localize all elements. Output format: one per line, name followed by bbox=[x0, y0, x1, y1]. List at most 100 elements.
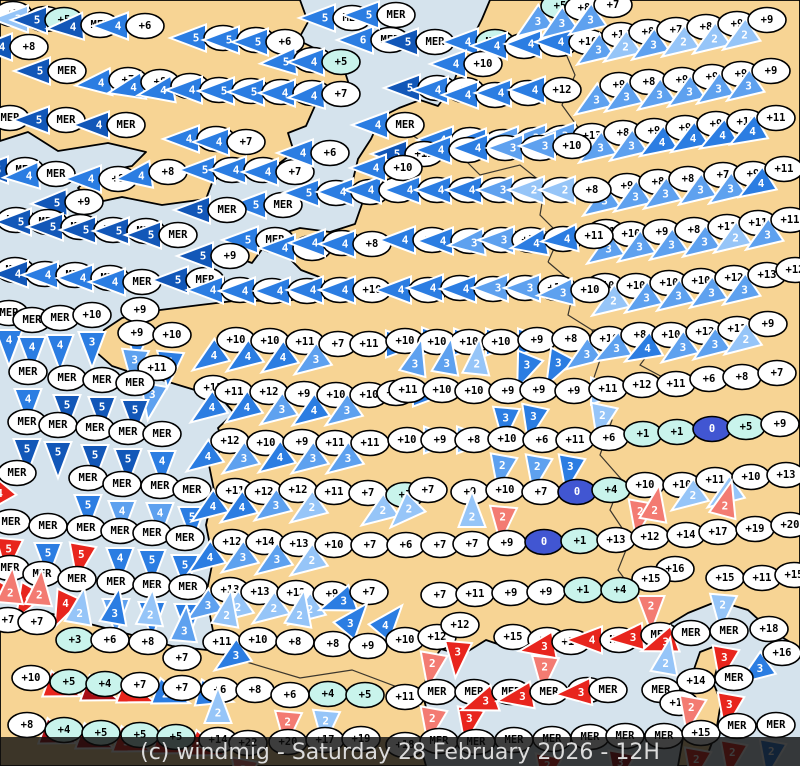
sea-bubble bbox=[385, 111, 425, 139]
wind-force-label: 2 bbox=[380, 504, 387, 517]
temperature-label: MER bbox=[728, 720, 748, 732]
wind-force-label: 4 bbox=[115, 20, 122, 33]
weather-station: +13 bbox=[766, 461, 800, 489]
weather-station: 5 MER bbox=[132, 519, 172, 589]
temperature-label: +3 bbox=[69, 634, 82, 646]
temperature-label: MER bbox=[179, 581, 199, 593]
temperature-label: +7 bbox=[422, 484, 435, 496]
weather-station: 5 MER bbox=[379, 27, 455, 57]
temperature-label: +9 bbox=[505, 587, 518, 599]
sea-bubble bbox=[47, 57, 87, 85]
weather-station: 3 +13 bbox=[253, 530, 319, 577]
weather-station: 4 +9 bbox=[256, 428, 322, 475]
wind-force-label: 4 bbox=[310, 284, 317, 297]
wind-force-label: 3 bbox=[668, 239, 675, 252]
weather-station: 2 +11 bbox=[202, 587, 242, 656]
wind-arrow-icon bbox=[659, 23, 702, 59]
wind-force-label: 4 bbox=[440, 235, 447, 248]
weather-station: +10 bbox=[385, 626, 425, 654]
temperature-label: +16 bbox=[773, 647, 792, 659]
temperature-label: +11 bbox=[706, 474, 725, 486]
wind-force-label: 5 bbox=[55, 446, 62, 459]
temperature-label: MER bbox=[2, 516, 22, 528]
wind-force-label: 5 bbox=[50, 221, 57, 234]
wind-force-label: 3 bbox=[593, 94, 600, 107]
temperature-label: +8 bbox=[366, 238, 379, 250]
wind-arrow-icon bbox=[184, 437, 226, 474]
wind-force-label: 4 bbox=[157, 507, 164, 520]
weather-station: +9 bbox=[487, 529, 527, 557]
temperature-label: 0 bbox=[709, 423, 715, 435]
wind-force-label: 4 bbox=[96, 119, 103, 132]
temperature-bubble bbox=[766, 461, 800, 489]
temperature-label: +6 bbox=[104, 634, 117, 646]
wind-force-label: 2 bbox=[469, 511, 476, 524]
temperature-label: MER bbox=[218, 204, 238, 216]
wind-force-label: 3 bbox=[757, 662, 764, 675]
wind-arrow-icon bbox=[288, 488, 330, 525]
temperature-label: +8 bbox=[468, 434, 481, 446]
temperature-label: MER bbox=[143, 527, 163, 539]
weather-station: 5 MER bbox=[7, 408, 47, 478]
temperature-label: MER bbox=[274, 199, 294, 211]
temperature-bubble bbox=[757, 359, 797, 387]
wind-force-label: 3 bbox=[240, 551, 247, 564]
wind-force-label: 5 bbox=[322, 12, 329, 25]
weather-station: +14 bbox=[666, 521, 706, 549]
wind-arrow-icon bbox=[73, 494, 103, 534]
weather-station: 4 +10 bbox=[316, 275, 392, 305]
wind-force-label: 5 bbox=[221, 85, 228, 98]
wind-arrow-icon bbox=[397, 336, 427, 379]
wind-force-label: 5 bbox=[148, 229, 155, 242]
temperature-label: +10 bbox=[163, 329, 182, 341]
weather-station: +18 bbox=[749, 615, 789, 643]
weather-station: 3 +7 bbox=[316, 578, 389, 612]
weather-station: +9 bbox=[760, 410, 800, 438]
wind-force-label: 3 bbox=[310, 452, 317, 465]
temperature-label: +7 bbox=[434, 589, 447, 601]
wind-force-label: 4 bbox=[265, 166, 272, 179]
wind-force-label: 4 bbox=[62, 597, 69, 610]
wind-force-label: 3 bbox=[595, 44, 602, 57]
wind-force-label: 4 bbox=[465, 89, 472, 102]
temperature-label: +13 bbox=[290, 538, 309, 550]
temperature-bubble bbox=[210, 242, 250, 270]
temperature-label: +11 bbox=[781, 214, 800, 226]
wind-force-label: 2 bbox=[474, 358, 481, 371]
wind-force-label: 5 bbox=[34, 14, 41, 27]
wind-force-label: 4 bbox=[15, 268, 22, 281]
wind-arrow-icon bbox=[635, 76, 678, 112]
temperature-label: +7 bbox=[362, 487, 375, 499]
wind-force-label: 5 bbox=[37, 65, 44, 78]
wind-force-label: 4 bbox=[57, 339, 64, 352]
temperature-label: +5 bbox=[359, 689, 372, 701]
temperature-label: +5 bbox=[335, 56, 348, 68]
wind-force-label: 3 bbox=[584, 348, 591, 361]
temperature-label: +15 bbox=[692, 727, 711, 739]
temperature-bubble bbox=[226, 128, 266, 156]
temperature-bubble bbox=[775, 256, 800, 284]
weather-station: 3 MER bbox=[552, 676, 628, 707]
temperature-label: MER bbox=[133, 276, 153, 288]
temperature-bubble bbox=[747, 6, 787, 34]
wind-force-label: 2 bbox=[284, 715, 291, 728]
wind-force-label: 4 bbox=[0, 41, 6, 54]
wind-force-label: 4 bbox=[0, 487, 3, 500]
temperature-label: +7 bbox=[335, 88, 348, 100]
wind-arrow-icon bbox=[134, 586, 165, 628]
weather-station: 4 +11 bbox=[727, 104, 796, 146]
wind-force-label: 4 bbox=[564, 232, 571, 245]
temperature-bubble bbox=[756, 104, 796, 132]
wind-force-label: 3 bbox=[535, 15, 542, 28]
wind-force-label: 3 bbox=[181, 625, 188, 638]
temperature-label: MER bbox=[183, 484, 203, 496]
temperature-label: +15 bbox=[785, 569, 800, 581]
wind-arrow-icon bbox=[0, 475, 19, 516]
wind-force-label: 3 bbox=[519, 690, 526, 703]
temperature-label: +20 bbox=[781, 519, 800, 531]
wind-arrow-icon bbox=[516, 349, 545, 392]
wind-force-label: 4 bbox=[209, 401, 216, 414]
wind-force-label: 3 bbox=[632, 191, 639, 204]
weather-station: +11 bbox=[656, 370, 696, 398]
temperature-label: MER bbox=[599, 684, 619, 696]
